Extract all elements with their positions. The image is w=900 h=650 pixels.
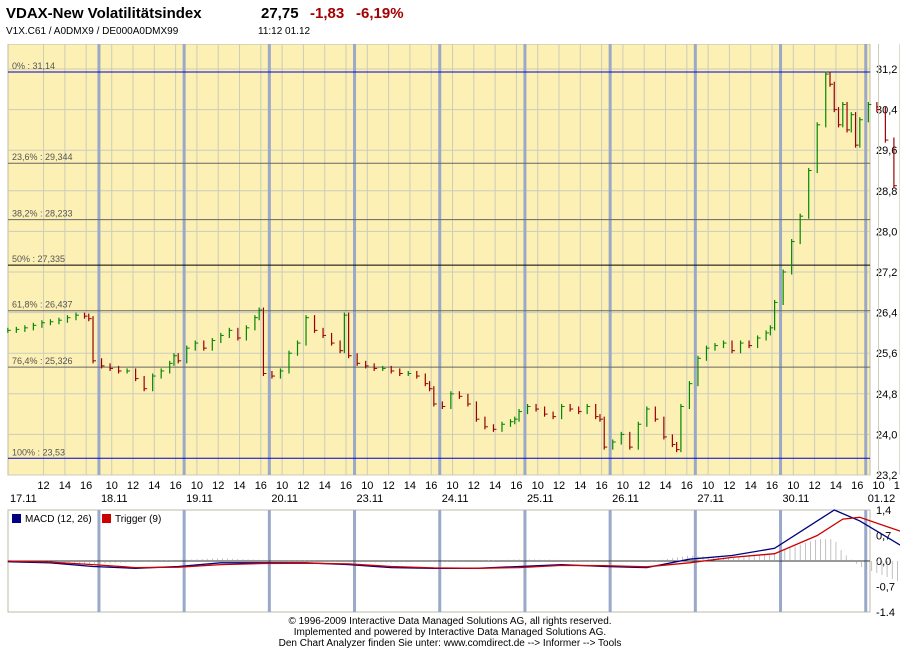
price-hour-tick-label: 10 bbox=[106, 480, 118, 492]
price-hour-tick-label: 12 bbox=[468, 480, 480, 492]
price-hour-tick-label: 12 bbox=[382, 480, 394, 492]
price-hour-tick-label: 10 bbox=[446, 480, 458, 492]
price-day-label: 20.11 bbox=[271, 493, 298, 505]
price-chart: 31,2 30,4 29,6 28,8 28,0 27,2 26,4 25,6 24,8 24,0… bbox=[7, 44, 900, 505]
price-day-label: 25.11 bbox=[527, 493, 554, 505]
fib-level-label: 38,2% : 28,233 bbox=[12, 209, 73, 219]
price-y-tick-label: 24,0 bbox=[876, 429, 897, 441]
price-hour-tick-label: 14 bbox=[148, 480, 160, 492]
price-day-label: 26.11 bbox=[612, 493, 639, 505]
price-day-label: 30.11 bbox=[783, 493, 810, 505]
price-hour-tick-label: 10 bbox=[872, 480, 884, 492]
price-hour-tick-label: 10 bbox=[276, 480, 288, 492]
price-hour-tick-label: 16 bbox=[510, 480, 522, 492]
macd-legend-swatch bbox=[12, 514, 21, 523]
fib-level-label: 23,6% : 29,344 bbox=[12, 152, 73, 162]
price-y-tick-label: 24,8 bbox=[876, 389, 897, 401]
price-day-label: 24.11 bbox=[442, 493, 469, 505]
price-hour-tick-label: 14 bbox=[489, 480, 501, 492]
trigger-legend-label: Trigger (9) bbox=[115, 514, 161, 525]
price-hour-tick-label: 10 bbox=[702, 480, 714, 492]
fib-level-label: 76,4% : 25,326 bbox=[12, 356, 73, 366]
price-hour-tick-label: 16 bbox=[425, 480, 437, 492]
price-change-percent: -6,19% bbox=[356, 5, 404, 22]
price-hour-tick-label: 12 bbox=[808, 480, 820, 492]
price-hour-tick-label: 12 bbox=[127, 480, 139, 492]
price-hour-tick-label: 12 bbox=[894, 480, 900, 492]
price-hour-tick-label: 10 bbox=[532, 480, 544, 492]
footer-line-implemented: Implemented and powered by Interactive D… bbox=[293, 627, 607, 638]
price-hour-tick-label: 10 bbox=[191, 480, 203, 492]
macd-legend-label: MACD (12, 26) bbox=[25, 514, 92, 525]
price-hour-tick-label: 12 bbox=[638, 480, 650, 492]
price-hour-tick-label: 10 bbox=[617, 480, 629, 492]
price-hour-tick-label: 12 bbox=[723, 480, 735, 492]
instrument-identifiers: V1X.C61 / A0DMX9 / DE000A0DMX99 bbox=[6, 26, 179, 37]
price-day-label: 19.11 bbox=[186, 493, 213, 505]
trigger-line bbox=[7, 516, 900, 569]
price-y-tick-label: 23,2 bbox=[876, 470, 897, 482]
price-hour-tick-label: 14 bbox=[574, 480, 586, 492]
price-hour-tick-label: 14 bbox=[745, 480, 757, 492]
macd-y-tick-label: 0,0 bbox=[876, 556, 891, 568]
fib-level-label: 50% : 27,335 bbox=[12, 254, 65, 264]
fib-level-label: 0% : 31,14 bbox=[12, 61, 55, 71]
price-hour-tick-label: 16 bbox=[766, 480, 778, 492]
price-y-tick-label: 25,6 bbox=[876, 348, 897, 360]
price-day-label: 01.12 bbox=[868, 493, 896, 505]
price-y-tick-label: 29,6 bbox=[876, 145, 897, 157]
price-day-label: 23.11 bbox=[357, 493, 384, 505]
price-y-tick-label: 26,4 bbox=[876, 308, 897, 320]
price-hour-tick-label: 14 bbox=[659, 480, 671, 492]
copyright-footer: © 1996-2009 Interactive Data Managed Sol… bbox=[0, 616, 900, 649]
price-hour-tick-label: 16 bbox=[340, 480, 352, 492]
price-change: -1,83 bbox=[310, 5, 345, 22]
macd-line bbox=[7, 509, 900, 569]
macd-y-tick-label: 1,4 bbox=[876, 505, 891, 517]
price-hour-tick-label: 16 bbox=[595, 480, 607, 492]
quote-timestamp: 11:12 01.12 bbox=[258, 26, 311, 37]
price-hour-tick-label: 14 bbox=[233, 480, 245, 492]
price-day-label: 17.11 bbox=[10, 493, 37, 505]
fib-level-label: 61,8% : 26,437 bbox=[12, 300, 73, 310]
price-hour-tick-label: 14 bbox=[404, 480, 416, 492]
price-hour-tick-label: 16 bbox=[681, 480, 693, 492]
price-hour-tick-label: 14 bbox=[830, 480, 842, 492]
macd-y-tick-label: -0,7 bbox=[876, 582, 895, 594]
price-y-tick-label: 27,2 bbox=[876, 267, 897, 279]
price-hour-tick-label: 16 bbox=[169, 480, 181, 492]
price-y-tick-label: 28,8 bbox=[876, 186, 897, 198]
price-hour-tick-label: 12 bbox=[297, 480, 309, 492]
chart-canvas: 31,2 30,4 29,6 28,8 28,0 27,2 26,4 25,6 24,8 24,0… bbox=[7, 44, 900, 616]
price-hour-tick-label: 16 bbox=[80, 480, 92, 492]
macd-y-tick-label: -1,4 bbox=[876, 607, 895, 616]
price-hour-tick-label: 10 bbox=[787, 480, 799, 492]
last-price: 27,75 bbox=[261, 5, 299, 22]
price-y-tick-label: 28,0 bbox=[876, 226, 897, 238]
trigger-legend-swatch bbox=[102, 514, 111, 523]
price-hour-tick-label: 12 bbox=[37, 480, 49, 492]
price-day-label: 27.11 bbox=[697, 493, 724, 505]
price-hour-tick-label: 12 bbox=[212, 480, 224, 492]
price-hour-tick-label: 16 bbox=[851, 480, 863, 492]
chart-header: VDAX-New Volatilitätsindex 27,75 -1,83 -… bbox=[0, 0, 900, 44]
fib-level-label: 100% : 23,53 bbox=[12, 447, 65, 457]
footer-line-link[interactable]: Den Chart Analyzer finden Sie unter: www… bbox=[278, 638, 622, 649]
price-hour-tick-label: 16 bbox=[255, 480, 267, 492]
price-y-tick-label: 31,2 bbox=[876, 64, 897, 76]
price-hour-tick-label: 14 bbox=[59, 480, 71, 492]
footer-line-copyright: © 1996-2009 Interactive Data Managed Sol… bbox=[288, 616, 612, 627]
price-y-tick-label: 30,4 bbox=[876, 105, 897, 117]
instrument-title: VDAX-New Volatilitätsindex bbox=[6, 5, 202, 22]
price-day-label: 18.11 bbox=[101, 493, 128, 505]
price-hour-tick-label: 14 bbox=[319, 480, 331, 492]
price-hour-tick-label: 12 bbox=[553, 480, 565, 492]
price-hour-tick-label: 10 bbox=[361, 480, 373, 492]
